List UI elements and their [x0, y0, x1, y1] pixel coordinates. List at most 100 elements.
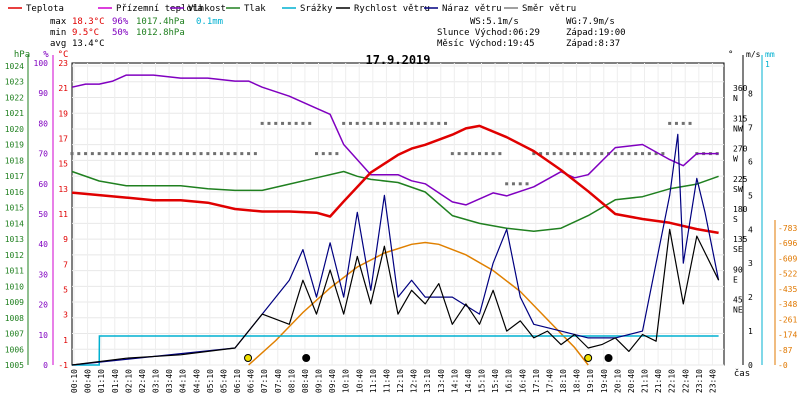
series-wind-dir-point [573, 152, 577, 156]
stat-max-temp: 18.3°C [72, 17, 105, 27]
stat-max-label: max [50, 17, 67, 27]
axis-ms-tick: 3 [748, 259, 753, 268]
axis-time-tick: 21:40 [654, 369, 663, 393]
grid [71, 62, 725, 366]
axis-pct-tick: 40 [38, 240, 48, 249]
moonrise-marker [604, 354, 613, 362]
sun-rise: Slunce Východ:06:29 [437, 28, 540, 38]
series-wind-dir-point [77, 152, 81, 156]
sun-set: Západ:19:00 [566, 28, 626, 38]
series-wind-dir-point [600, 152, 604, 156]
axis-temp-tick: 23 [58, 59, 68, 68]
axis-dir-label: NE [733, 306, 743, 315]
axis-time-tick: 22:10 [668, 369, 677, 393]
series-wind-dir-point [410, 121, 414, 125]
axis-hpa-tick: 1011 [5, 267, 24, 276]
series-wind-dir-point [335, 152, 339, 156]
series-wind-dir-point [348, 121, 352, 125]
axis-dir-label: NW [733, 124, 743, 133]
stat-max-rain: 0.1mm [196, 17, 223, 27]
axis-time-tick: 04:40 [192, 369, 201, 393]
axis-time-tick: 00:40 [84, 369, 93, 393]
axis-hpa-tick: 1014 [5, 219, 24, 228]
stat-max-press: 1017.4hPa [136, 17, 185, 27]
axis-temp-tick: 13 [58, 185, 68, 194]
series-wind-dir-point [124, 152, 128, 156]
series-wind-dir-point [647, 152, 651, 156]
stat-avg-label: avg [50, 39, 66, 49]
series-wind-dir-point [328, 152, 332, 156]
axis-ms-tick: 4 [748, 225, 753, 234]
series-wind-dir-point [539, 152, 543, 156]
series-wind-dir-point [484, 152, 488, 156]
axis-pct-tick: 50 [38, 210, 48, 219]
axis-ms-unit: m/s [746, 50, 761, 59]
stat-avg-temp: 13.4°C [72, 39, 105, 49]
series-wind-dir-point [681, 121, 685, 125]
series-wind-dir-point [369, 121, 373, 125]
axis-time-tick: 08:10 [287, 369, 296, 393]
axis-time-tick: 16:40 [518, 369, 527, 393]
axis-hpa-tick: 1010 [5, 282, 24, 291]
axis-hpa-unit: hPa [14, 50, 30, 60]
axis-time-tick: 18:40 [573, 369, 582, 393]
series-wind-dir-point [145, 152, 149, 156]
series-wind-dir-point [247, 152, 251, 156]
axis-rad-tick: -609 [778, 254, 797, 263]
series-wind-dir-point [131, 152, 135, 156]
axis-time-tick: 14:40 [464, 369, 473, 393]
axis-time-tick: 13:40 [437, 369, 446, 393]
axis-dir-deg: 135 [733, 235, 748, 244]
series-wind-dir-point [403, 121, 407, 125]
axis-time-tick: 06:10 [233, 369, 242, 393]
series-wind-dir-point [267, 121, 271, 125]
series-wind-dir-point [287, 121, 291, 125]
series-layer [70, 74, 720, 366]
axis-dir-deg: 180 [733, 205, 748, 214]
axis-temp-tick: 7 [63, 260, 68, 269]
axis-pct-tick: 70 [38, 150, 48, 159]
axis-pct-tick: 0 [43, 361, 48, 370]
legend-label: Přízemní teplota [116, 4, 203, 14]
axis-time-tick: 23:40 [708, 369, 717, 393]
axis-time-tick: 07:10 [260, 369, 269, 393]
series-wind-dir-point [382, 121, 386, 125]
series-wind-dir-point [511, 182, 515, 186]
axis-temp-tick: 17 [58, 135, 68, 144]
series-wind-dir-point [240, 152, 244, 156]
axis-temp-tick: 5 [63, 286, 68, 295]
moonset-marker [302, 354, 311, 362]
stat-min-press: 1012.8hPa [136, 28, 185, 38]
axis-time-tick: 10:40 [355, 369, 364, 393]
series-wind-speed [71, 228, 720, 366]
series-wind-dir-point [206, 152, 210, 156]
series-wind-dir-point [661, 152, 665, 156]
series-wind-dir-point [172, 152, 176, 156]
series-wind-dir-point [260, 121, 264, 125]
axis-hpa-tick: 1005 [5, 361, 24, 370]
series-wind-dir-point [138, 152, 142, 156]
axes: hPa% °C1024102310221021102010191018101710… [5, 50, 798, 393]
series-wind-dir-point [688, 121, 692, 125]
series-wind-dir-point [226, 152, 230, 156]
legend-label: Rychlost větru [354, 4, 430, 14]
axis-time-tick: 22:40 [681, 369, 690, 393]
axis-temp-tick: 11 [58, 210, 68, 219]
series-wind-dir-point [199, 152, 203, 156]
axis-time-tick: 01:40 [111, 369, 120, 393]
axis-hpa-tick: 1024 [5, 62, 24, 71]
stat-max-hum: 96% [112, 17, 129, 27]
legend-label: Směr větru [522, 4, 576, 14]
series-wind-dir-point [552, 152, 556, 156]
axis-rad-tick: -348 [778, 300, 797, 309]
axis-temp-tick: 1 [63, 336, 68, 345]
series-wind-dir-point [634, 152, 638, 156]
axis-hpa-tick: 1022 [5, 93, 24, 102]
axis-time-tick: 15:40 [491, 369, 500, 393]
axis-time-tick: 04:10 [179, 369, 188, 393]
axis-rad-tick: -435 [778, 285, 797, 294]
axis-time-tick: 12:40 [410, 369, 419, 393]
axis-time-tick: 02:10 [124, 369, 133, 393]
series-wind-dir-point [586, 152, 590, 156]
series-wind-dir-point [437, 121, 441, 125]
